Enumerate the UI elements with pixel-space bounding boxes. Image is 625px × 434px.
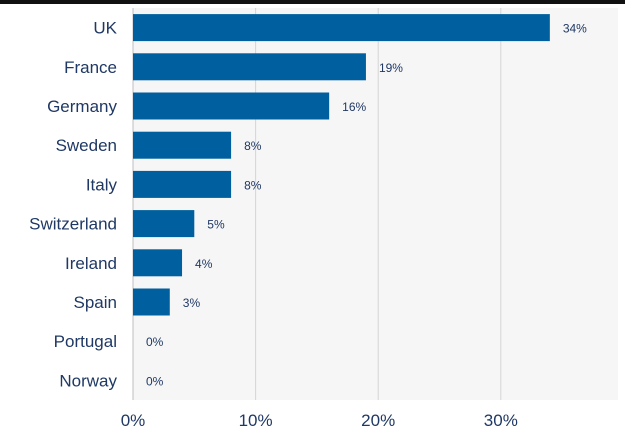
- x-tick-label: 20%: [361, 411, 395, 430]
- category-label: Norway: [59, 371, 117, 390]
- data-label: 19%: [379, 61, 403, 75]
- category-label: France: [64, 58, 117, 77]
- category-label: Portugal: [54, 332, 117, 351]
- top-border-line: [0, 0, 625, 4]
- data-label: 8%: [244, 178, 262, 192]
- data-label: 16%: [342, 100, 366, 114]
- bar: [133, 210, 195, 238]
- bar: [133, 53, 366, 81]
- category-label: Italy: [86, 175, 118, 194]
- data-label: 8%: [244, 139, 262, 153]
- x-tick-label: 10%: [239, 411, 273, 430]
- bar: [133, 14, 550, 42]
- bar: [133, 170, 232, 198]
- category-label: UK: [93, 19, 117, 38]
- data-label: 0%: [146, 335, 164, 349]
- bar: [133, 288, 170, 316]
- category-label: Sweden: [56, 136, 117, 155]
- category-label: Ireland: [65, 254, 117, 273]
- category-label: Switzerland: [29, 215, 117, 234]
- data-label: 5%: [207, 218, 225, 232]
- bar: [133, 131, 232, 159]
- x-tick-label: 0%: [121, 411, 146, 430]
- bar: [133, 92, 330, 120]
- data-label: 4%: [195, 257, 213, 271]
- category-label: Spain: [74, 293, 117, 312]
- bar: [133, 249, 183, 277]
- category-label: Germany: [47, 97, 117, 116]
- data-label: 3%: [183, 296, 201, 310]
- data-label: 34%: [563, 22, 587, 36]
- data-label: 0%: [146, 374, 164, 388]
- x-tick-label: 30%: [484, 411, 518, 430]
